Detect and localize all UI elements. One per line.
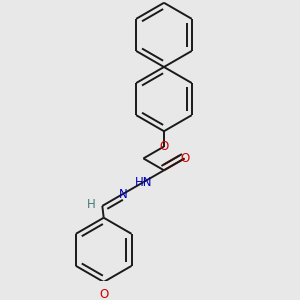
Text: O: O: [99, 288, 108, 300]
Text: N: N: [118, 188, 127, 200]
Text: H: H: [87, 198, 95, 211]
Text: O: O: [180, 152, 189, 165]
Text: O: O: [159, 140, 169, 153]
Text: HN: HN: [135, 176, 152, 189]
